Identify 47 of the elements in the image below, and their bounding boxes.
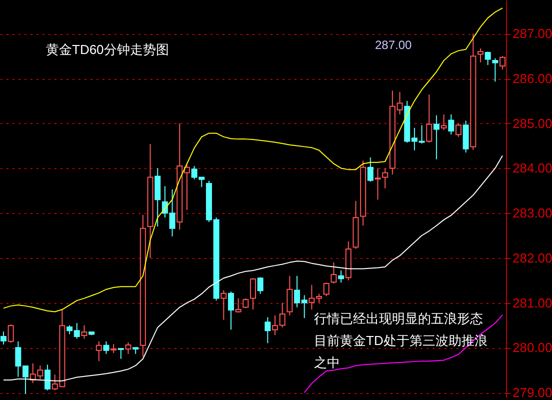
candlestick: [235, 298, 242, 314]
candlestick: [462, 120, 469, 154]
candlestick: [250, 278, 256, 310]
y-tick-label: 284.00: [512, 160, 552, 176]
candlestick: [323, 282, 330, 297]
candlestick: [330, 262, 337, 284]
candlestick: [478, 48, 484, 63]
candlestick: [374, 168, 381, 200]
annotation: 行情已经出现明显的五浪形态: [314, 311, 483, 326]
candlestick: [257, 276, 264, 294]
candlestick: [426, 94, 432, 144]
y-tick-label: 282.00: [512, 250, 552, 266]
candlestick: [8, 324, 14, 344]
y-tick-label: 286.00: [512, 71, 552, 86]
candlestick: [0, 331, 6, 346]
candlestick: [367, 156, 374, 182]
annotation: 287.00: [375, 38, 412, 52]
y-tick-label: 281.00: [512, 295, 552, 310]
y-tick-label: 285.00: [512, 116, 552, 131]
y-tick-label: 287.00: [512, 26, 552, 42]
annotation: 目前黄金TD处于第三波助推浪之中: [314, 333, 488, 370]
candlestick: [338, 270, 344, 284]
candlestick: [96, 340, 102, 362]
candlestick: [264, 316, 271, 344]
y-tick-label: 280.00: [512, 340, 552, 356]
candlestick: [492, 58, 498, 82]
candlestick: [382, 168, 388, 189]
candlestick: [500, 56, 506, 70]
candlestick: [81, 324, 88, 340]
candlestick: [118, 348, 124, 360]
text: 黄金TD60分钟走势图: [46, 42, 169, 57]
candlestick: [228, 291, 234, 330]
candlestick: [455, 122, 462, 138]
candlestick: [125, 342, 132, 354]
candlestick: [440, 114, 447, 131]
candlestick: [103, 340, 110, 354]
candlestick: [484, 51, 491, 66]
line-series: [304, 314, 504, 394]
line-series: [2, 8, 504, 312]
y-tick-label: 279.00: [512, 385, 552, 400]
candlestick: [448, 114, 454, 136]
candlestick: [433, 114, 440, 160]
candlestick: [44, 364, 51, 391]
candlestick: [154, 168, 161, 228]
candlestick: [286, 275, 293, 316]
candlestick: [220, 290, 227, 320]
y-tick-label: 283.00: [512, 206, 552, 221]
